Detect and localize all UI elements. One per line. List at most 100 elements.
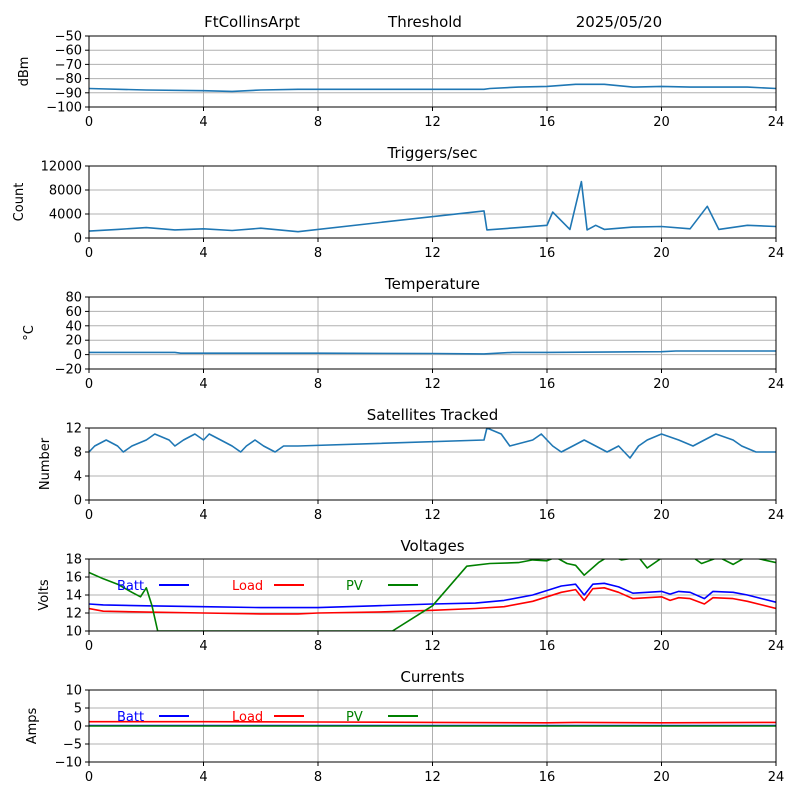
plot-frame [88, 427, 777, 501]
x-tick-label: 20 [653, 770, 670, 785]
y-tick-label: 10 [65, 684, 82, 699]
y-tick-label: 10 [65, 625, 82, 640]
legend-label-batt: Batt [117, 710, 144, 725]
x-tick-label: 12 [424, 246, 441, 261]
panel-title: Satellites Tracked [367, 406, 498, 424]
x-tick-label: 24 [768, 508, 785, 523]
x-tick-label: 16 [539, 246, 556, 261]
header-date: 2025/05/20 [576, 13, 662, 31]
panel-4: 0 4 8 12 16 20 24 0 4 8 12 Satellites Tracked Number [38, 406, 784, 523]
y-tick-label: 12 [65, 607, 82, 622]
y-tick-label: 8 [74, 446, 82, 461]
y-tick-label: 4 [74, 470, 82, 485]
y-tick-label: 14 [65, 589, 82, 604]
y-tick-label: 40 [65, 319, 82, 334]
legend-label-batt: Batt [117, 579, 144, 594]
y-tick-label: 8000 [49, 184, 82, 199]
x-tick-label: 0 [85, 770, 93, 785]
y-tick-label: 20 [65, 334, 82, 349]
series-line [89, 180, 776, 233]
x-tick-label: 12 [424, 508, 441, 523]
x-tick-label: 12 [424, 377, 441, 392]
x-tick-label: 20 [653, 246, 670, 261]
y-tick-label: 0 [74, 494, 82, 509]
x-tick-label: 24 [768, 115, 785, 130]
plot-frame [88, 689, 777, 763]
x-tick-label: 4 [199, 639, 207, 654]
y-tick-label: −90 [55, 86, 82, 101]
x-tick-label: 16 [539, 639, 556, 654]
series-line-batt [89, 582, 776, 609]
x-tick-label: 0 [85, 639, 93, 654]
panel-5: 0 4 8 12 16 20 24 10 12 14 16 18 Voltages Volts Batt Lo… [37, 537, 784, 654]
x-tick-label: 0 [85, 508, 93, 523]
y-tick-label: −70 [55, 58, 82, 73]
legend-label-pv: PV [346, 579, 363, 594]
header-station: FtCollinsArpt [204, 13, 300, 31]
x-tick-label: 24 [768, 639, 785, 654]
x-tick-label: 4 [199, 377, 207, 392]
x-tick-label: 4 [199, 770, 207, 785]
x-tick-label: 8 [314, 508, 322, 523]
y-tick-label: 60 [65, 305, 82, 320]
y-tick-label: 4000 [49, 208, 82, 223]
y-axis-label: Amps [25, 707, 40, 744]
x-tick-label: 16 [539, 377, 556, 392]
panel-title: Temperature [384, 275, 480, 293]
x-tick-label: 8 [314, 115, 322, 130]
plot-frame [88, 165, 777, 239]
y-tick-label: 80 [65, 291, 82, 306]
y-tick-label: 0 [74, 232, 82, 247]
series-line-load [89, 586, 776, 615]
legend-label-load: Load [232, 710, 263, 725]
y-tick-label: −100 [46, 101, 82, 116]
y-tick-label: −5 [63, 738, 82, 753]
plot-frame [88, 296, 777, 370]
x-tick-label: 12 [424, 115, 441, 130]
y-tick-label: 0 [74, 348, 82, 363]
x-tick-label: 0 [85, 246, 93, 261]
y-tick-label: 12000 [41, 160, 82, 175]
panel-2: 0 4 8 12 16 20 24 0 4000 8000 12000 Triggers/sec Cou… [12, 144, 784, 261]
y-tick-label: −20 [55, 363, 82, 378]
y-tick-label: 16 [65, 571, 82, 586]
legend-label-pv: PV [346, 710, 363, 725]
y-axis-label: Number [38, 437, 53, 490]
x-tick-label: 16 [539, 770, 556, 785]
x-tick-label: 0 [85, 377, 93, 392]
x-tick-label: 16 [539, 508, 556, 523]
panel-6: 0 4 8 12 16 20 24 −10 −5 0 5 10 Currents Amps Batt Load… [25, 668, 784, 785]
series-line [89, 350, 776, 355]
y-tick-label: −80 [55, 72, 82, 87]
x-tick-label: 8 [314, 246, 322, 261]
x-tick-label: 8 [314, 770, 322, 785]
y-tick-label: 12 [65, 422, 82, 437]
x-tick-label: 4 [199, 115, 207, 130]
x-tick-label: 20 [653, 377, 670, 392]
x-tick-label: 12 [424, 639, 441, 654]
panel-1: 0 4 8 12 16 20 24 −100−90−80−70−60−50 dBm [17, 30, 784, 131]
x-tick-label: 8 [314, 377, 322, 392]
x-tick-label: 20 [653, 115, 670, 130]
x-tick-label: 20 [653, 639, 670, 654]
y-tick-label: 18 [65, 553, 82, 568]
series-line [89, 428, 776, 459]
y-tick-label: 0 [74, 720, 82, 735]
panel-title: Currents [400, 668, 464, 686]
x-tick-label: 4 [199, 246, 207, 261]
y-axis-label: dBm [17, 57, 32, 87]
x-tick-label: 4 [199, 508, 207, 523]
y-tick-label: −10 [55, 756, 82, 771]
y-axis-label: Volts [37, 579, 52, 611]
y-tick-label: −50 [55, 30, 82, 45]
x-tick-label: 0 [85, 115, 93, 130]
x-tick-label: 12 [424, 770, 441, 785]
header-mode: Threshold [387, 13, 462, 31]
x-tick-label: 8 [314, 639, 322, 654]
x-tick-label: 24 [768, 377, 785, 392]
panel-title: Voltages [400, 537, 464, 555]
y-tick-label: −60 [55, 44, 82, 59]
